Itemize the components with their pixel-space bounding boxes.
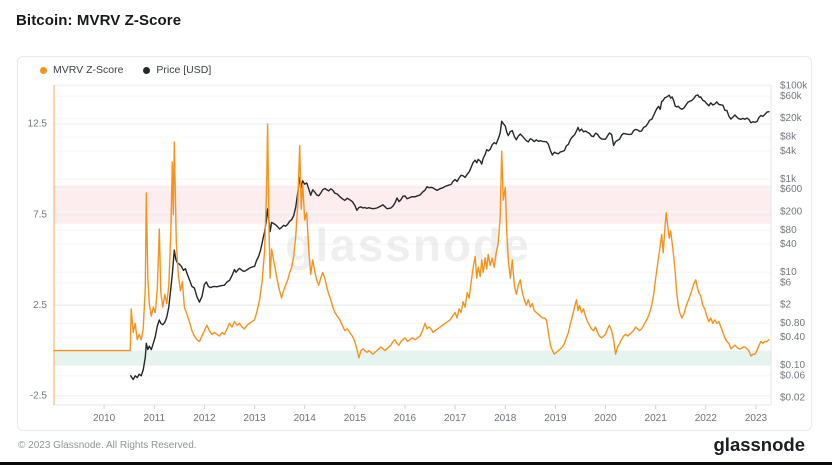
right-axis-tick-label: $0.06 — [780, 370, 805, 381]
x-axis-tick-label: 2017 — [444, 413, 467, 424]
undervalued-zone — [54, 350, 771, 366]
bottom-border — [0, 462, 832, 465]
x-axis-tick-label: 2015 — [344, 413, 367, 424]
right-axis-tick-label: $0.40 — [780, 332, 805, 343]
right-axis-tick-label: $0.80 — [780, 318, 805, 329]
right-axis-tick-label: $20k — [780, 113, 803, 124]
page-title: Bitcoin: MVRV Z-Score — [16, 12, 182, 29]
x-axis-tick-label: 2013 — [243, 413, 266, 424]
series-line-mvrv — [53, 123, 770, 359]
left-axis-tick-label: -2.5 — [30, 391, 48, 402]
x-axis-tick-label: 2019 — [544, 413, 567, 424]
right-axis-tick-label: $2 — [780, 300, 792, 311]
glassnode-logo: glassnode — [713, 434, 806, 455]
right-axis-tick-label: $80 — [780, 225, 797, 236]
left-axis-tick-label: 7.5 — [33, 209, 47, 220]
right-axis-tick-label: $8k — [780, 132, 797, 143]
right-axis-tick-label: $100k — [780, 81, 808, 92]
right-axis-tick-label: $60k — [780, 91, 803, 102]
legend-label-price: Price [USD] — [156, 64, 212, 76]
x-axis-tick-label: 2010 — [93, 413, 116, 424]
overvalued-zone — [54, 185, 771, 224]
right-axis-tick-label: $0.02 — [780, 393, 805, 404]
right-axis-tick-label: $200 — [780, 206, 803, 217]
right-axis-tick-label: $10 — [780, 267, 797, 278]
price-series-dot-icon — [143, 66, 151, 74]
x-axis-tick-label: 2022 — [695, 413, 718, 424]
x-axis-tick-label: 2021 — [645, 413, 668, 424]
x-axis-tick-label: 2014 — [294, 413, 317, 424]
legend-label-mvrv: MVRV Z-Score — [53, 64, 124, 76]
right-axis-tick-label: $600 — [780, 184, 803, 195]
x-axis-tick-label: 2023 — [745, 413, 768, 424]
left-axis-tick-label: 12.5 — [28, 119, 48, 130]
x-axis-tick-label: 2016 — [394, 413, 417, 424]
x-axis-tick-label: 2018 — [494, 413, 517, 424]
series-line-price — [130, 94, 770, 381]
right-axis-tick-label: $1k — [780, 174, 797, 185]
right-axis-tick-label: $0.10 — [780, 360, 805, 371]
legend-item-mvrv[interactable]: MVRV Z-Score — [40, 64, 123, 76]
right-axis-tick-label: $40 — [780, 239, 797, 250]
legend-item-price[interactable]: Price [USD] — [143, 64, 211, 76]
x-axis-tick-label: 2020 — [594, 413, 617, 424]
chart-plot-area[interactable]: glassnode 12.5 7.5 2.5 -2.5 $100k$60k $20k $8k $… — [18, 57, 813, 432]
footer-copyright: © 2023 Glassnode. All Rights Reserved. — [18, 440, 197, 451]
right-axis-tick-label: $6 — [780, 277, 792, 288]
chart-card: MVRV Z-Score Price [USD] glassnode 12.5 7.… — [17, 56, 812, 431]
mvrv-series-dot-icon — [40, 66, 47, 74]
chart-legend: MVRV Z-Score Price [USD] — [40, 64, 211, 76]
x-axis-tick-label: 2012 — [193, 413, 216, 424]
watermark: glassnode — [285, 219, 531, 271]
left-axis-tick-label: 2.5 — [33, 300, 47, 311]
right-axis-tick-label: $4k — [780, 146, 797, 157]
x-axis-tick-label: 2011 — [144, 413, 166, 424]
